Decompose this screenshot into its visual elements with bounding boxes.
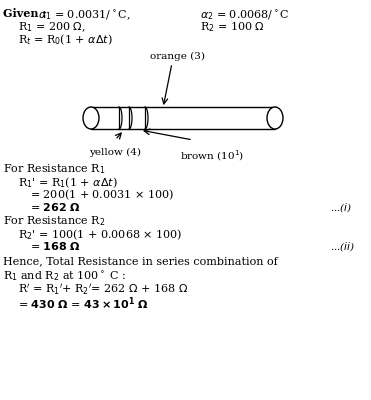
Text: $\alpha_2$ = 0.0068/$^\circ$C: $\alpha_2$ = 0.0068/$^\circ$C	[200, 8, 290, 22]
Text: R$_1$ and R$_2$ at 100$^\circ$ C :: R$_1$ and R$_2$ at 100$^\circ$ C :	[3, 269, 127, 283]
Text: ...($i$): ...($i$)	[330, 201, 352, 214]
Text: R$_1$' = R$_1$(1 + $\alpha\Delta t$): R$_1$' = R$_1$(1 + $\alpha\Delta t$)	[18, 175, 118, 190]
Text: R$_t$ = R$_0$(1 + $\alpha\Delta t$): R$_t$ = R$_0$(1 + $\alpha\Delta t$)	[18, 32, 113, 47]
Text: For Resistance R$_1$: For Resistance R$_1$	[3, 162, 105, 176]
Bar	[91, 107, 275, 129]
Text: = $\mathbf{430\ \Omega}$ = $\mathbf{43 \times 10^1\ \Omega}$: = $\mathbf{430\ \Omega}$ = $\mathbf{43 \…	[18, 295, 149, 312]
Text: R$'$ = R$_1$$'$+ R$_2$$'$= 262 $\Omega$ + 168 $\Omega$: R$'$ = R$_1$$'$+ R$_2$$'$= 262 $\Omega$ …	[18, 282, 188, 297]
Text: ...($ii$): ...($ii$)	[330, 240, 355, 253]
Text: brown (10$^1$): brown (10$^1$)	[180, 148, 244, 163]
Text: Hence, Total Resistance in series combination of: Hence, Total Resistance in series combin…	[3, 256, 278, 266]
Text: For Resistance R$_2$: For Resistance R$_2$	[3, 214, 105, 228]
Text: Given :: Given :	[3, 8, 46, 19]
Text: R$_2$ = 100 $\Omega$: R$_2$ = 100 $\Omega$	[200, 20, 265, 34]
Text: yellow (4): yellow (4)	[89, 148, 141, 157]
Text: R$_2$' = 100(1 + 0.0068 $\times$ 100): R$_2$' = 100(1 + 0.0068 $\times$ 100)	[18, 227, 182, 242]
Text: = 200(1 + 0.0031 $\times$ 100): = 200(1 + 0.0031 $\times$ 100)	[30, 188, 174, 202]
Text: orange (3): orange (3)	[151, 52, 206, 61]
Text: = $\mathbf{262\ \Omega}$: = $\mathbf{262\ \Omega}$	[30, 201, 81, 213]
Ellipse shape	[83, 107, 99, 129]
Text: R$_1$ = 200 $\Omega$,: R$_1$ = 200 $\Omega$,	[18, 20, 86, 34]
Text: $\alpha_1$ = 0.0031/$^\circ$C,: $\alpha_1$ = 0.0031/$^\circ$C,	[38, 8, 131, 22]
Text: = $\mathbf{168\ \Omega}$: = $\mathbf{168\ \Omega}$	[30, 240, 81, 252]
Ellipse shape	[267, 107, 283, 129]
